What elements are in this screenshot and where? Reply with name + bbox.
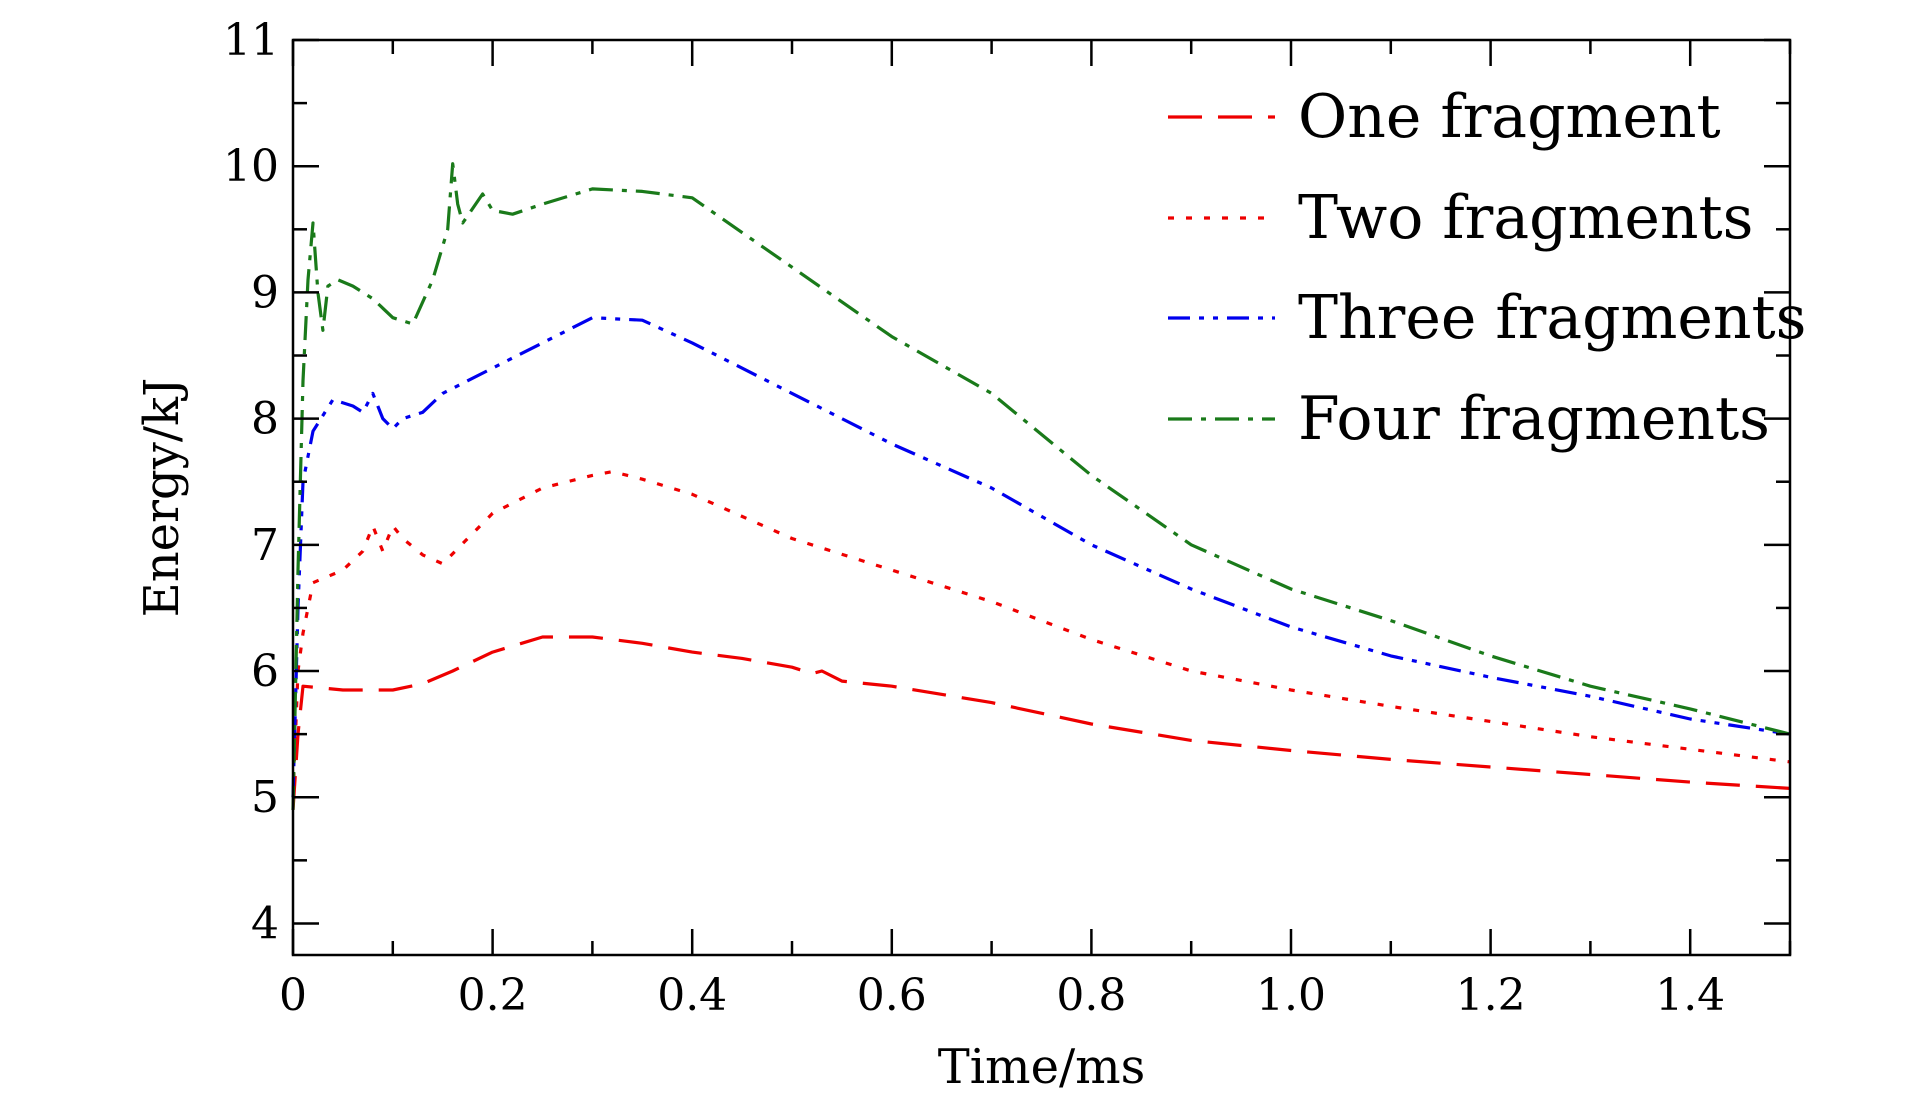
y-tick-label: 6 [251,646,279,697]
y-axis-title: Energy/kJ [134,378,190,618]
series-line-1 [291,635,1791,811]
series-line-4 [291,162,1791,810]
x-axis-title: Time/ms [938,1039,1146,1095]
y-tick-label: 10 [223,141,279,192]
y-tick-label: 4 [251,898,279,949]
legend-label-3: Three fragments [1298,283,1806,353]
x-tick-label: 0 [279,970,307,1021]
y-tick-label: 5 [251,772,279,823]
series-line-2 [291,470,1791,798]
x-tick-label: 1.4 [1655,970,1725,1021]
x-tick-label: 1.0 [1256,970,1326,1021]
ticks-layer: 0 0.2 0.4 0.6 0.8 1.0 1.2 1.4 4 5 6 7 8 9 10 11 [223,15,1792,1021]
y-tick-label: 9 [251,267,279,318]
plot-frame [291,38,1792,957]
y-tick-label: 11 [223,15,279,66]
series-layer [291,162,1791,811]
legend-label-1: One fragment [1298,82,1721,152]
x-tick-label: 0.6 [857,970,927,1021]
legend-label-2: Two fragments [1298,183,1753,253]
legend: One fragment Two fragments Three fragments… [1168,82,1806,454]
x-tick-label: 0.8 [1056,970,1126,1021]
legend-label-4: Four fragments [1298,384,1770,454]
x-tick-label: 0.4 [657,970,727,1021]
x-tick-label: 1.2 [1456,970,1526,1021]
y-tick-label: 8 [251,394,279,445]
x-tick-label: 0.2 [458,970,528,1021]
series-line-3 [291,316,1791,798]
y-tick-label: 7 [251,520,279,571]
